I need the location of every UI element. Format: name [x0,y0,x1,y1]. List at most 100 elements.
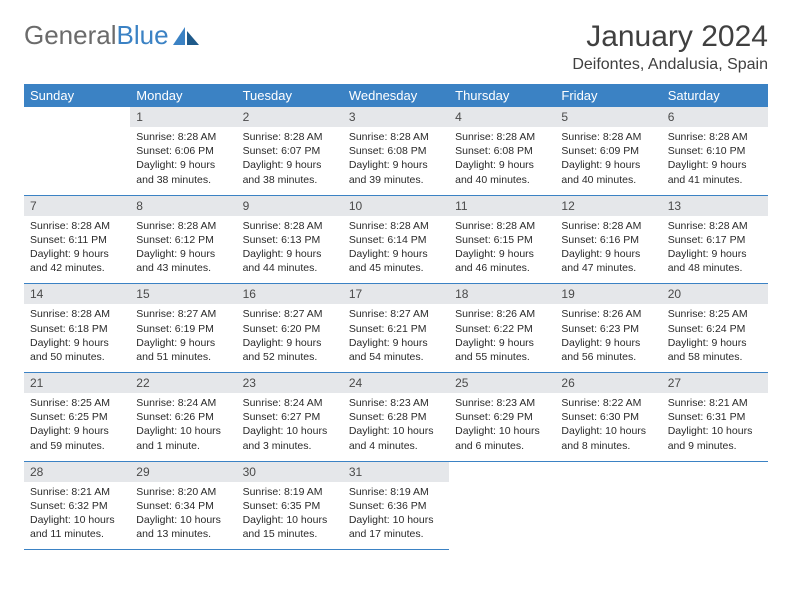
day-details: Sunrise: 8:25 AMSunset: 6:24 PMDaylight:… [662,304,768,372]
calendar-cell: 12Sunrise: 8:28 AMSunset: 6:16 PMDayligh… [555,195,661,284]
day-details: Sunrise: 8:28 AMSunset: 6:08 PMDaylight:… [449,127,555,195]
day-number: 30 [237,462,343,482]
weekday-header: Monday [130,84,236,107]
day-details: Sunrise: 8:23 AMSunset: 6:29 PMDaylight:… [449,393,555,461]
calendar-cell: 27Sunrise: 8:21 AMSunset: 6:31 PMDayligh… [662,373,768,462]
calendar-cell: 18Sunrise: 8:26 AMSunset: 6:22 PMDayligh… [449,284,555,373]
header: GeneralBlue January 2024 Deifontes, Anda… [24,20,768,74]
day-details: Sunrise: 8:25 AMSunset: 6:25 PMDaylight:… [24,393,130,461]
day-details: Sunrise: 8:27 AMSunset: 6:21 PMDaylight:… [343,304,449,372]
location: Deifontes, Andalusia, Spain [572,56,768,74]
calendar-cell: 7Sunrise: 8:28 AMSunset: 6:11 PMDaylight… [24,195,130,284]
day-number: 28 [24,462,130,482]
day-details: Sunrise: 8:28 AMSunset: 6:09 PMDaylight:… [555,127,661,195]
day-details: Sunrise: 8:28 AMSunset: 6:18 PMDaylight:… [24,304,130,372]
weekday-header: Thursday [449,84,555,107]
day-details: Sunrise: 8:28 AMSunset: 6:12 PMDaylight:… [130,216,236,284]
day-number: 18 [449,284,555,304]
calendar-head: SundayMondayTuesdayWednesdayThursdayFrid… [24,84,768,107]
calendar-row: 21Sunrise: 8:25 AMSunset: 6:25 PMDayligh… [24,373,768,462]
calendar-cell: 21Sunrise: 8:25 AMSunset: 6:25 PMDayligh… [24,373,130,462]
calendar-cell: 3Sunrise: 8:28 AMSunset: 6:08 PMDaylight… [343,107,449,195]
day-details: Sunrise: 8:27 AMSunset: 6:20 PMDaylight:… [237,304,343,372]
calendar-cell: 29Sunrise: 8:20 AMSunset: 6:34 PMDayligh… [130,461,236,550]
calendar-cell: 16Sunrise: 8:27 AMSunset: 6:20 PMDayligh… [237,284,343,373]
calendar-body: . 1Sunrise: 8:28 AMSunset: 6:06 PMDayligh… [24,107,768,550]
weekday-header: Sunday [24,84,130,107]
day-number: 31 [343,462,449,482]
calendar-cell: 4Sunrise: 8:28 AMSunset: 6:08 PMDaylight… [449,107,555,195]
day-number: 17 [343,284,449,304]
day-details: Sunrise: 8:28 AMSunset: 6:10 PMDaylight:… [662,127,768,195]
calendar-cell: 1Sunrise: 8:28 AMSunset: 6:06 PMDaylight… [130,107,236,195]
logo-part1: General [24,20,117,50]
day-number: 7 [24,196,130,216]
day-number: 4 [449,107,555,127]
day-number: 26 [555,373,661,393]
calendar-table: SundayMondayTuesdayWednesdayThursdayFrid… [24,84,768,550]
day-number: 29 [130,462,236,482]
day-number: 9 [237,196,343,216]
day-number: 12 [555,196,661,216]
day-number: 22 [130,373,236,393]
calendar-cell: 14Sunrise: 8:28 AMSunset: 6:18 PMDayligh… [24,284,130,373]
calendar-row: .1Sunrise: 8:28 AMSunset: 6:06 PMDayligh… [24,107,768,195]
calendar-cell: 17Sunrise: 8:27 AMSunset: 6:21 PMDayligh… [343,284,449,373]
day-number: 10 [343,196,449,216]
day-details: Sunrise: 8:19 AMSunset: 6:35 PMDaylight:… [237,482,343,550]
day-number: 1 [130,107,236,127]
calendar-cell: 15Sunrise: 8:27 AMSunset: 6:19 PMDayligh… [130,284,236,373]
calendar-cell: 5Sunrise: 8:28 AMSunset: 6:09 PMDaylight… [555,107,661,195]
calendar-cell: 11Sunrise: 8:28 AMSunset: 6:15 PMDayligh… [449,195,555,284]
day-details: Sunrise: 8:22 AMSunset: 6:30 PMDaylight:… [555,393,661,461]
day-details: Sunrise: 8:28 AMSunset: 6:15 PMDaylight:… [449,216,555,284]
calendar-cell: 31Sunrise: 8:19 AMSunset: 6:36 PMDayligh… [343,461,449,550]
calendar-cell: 24Sunrise: 8:23 AMSunset: 6:28 PMDayligh… [343,373,449,462]
logo: GeneralBlue [24,20,199,51]
day-details: Sunrise: 8:28 AMSunset: 6:16 PMDaylight:… [555,216,661,284]
day-number: 25 [449,373,555,393]
day-number: 6 [662,107,768,127]
calendar-cell: 2Sunrise: 8:28 AMSunset: 6:07 PMDaylight… [237,107,343,195]
day-number: 11 [449,196,555,216]
weekday-header: Wednesday [343,84,449,107]
day-number: 15 [130,284,236,304]
logo-text: GeneralBlue [24,20,169,51]
calendar-cell: 8Sunrise: 8:28 AMSunset: 6:12 PMDaylight… [130,195,236,284]
calendar-cell: 13Sunrise: 8:28 AMSunset: 6:17 PMDayligh… [662,195,768,284]
day-details: Sunrise: 8:27 AMSunset: 6:19 PMDaylight:… [130,304,236,372]
day-number: 16 [237,284,343,304]
calendar-cell: . [555,461,661,550]
day-details: Sunrise: 8:28 AMSunset: 6:06 PMDaylight:… [130,127,236,195]
month-title: January 2024 [572,20,768,54]
day-details: Sunrise: 8:21 AMSunset: 6:31 PMDaylight:… [662,393,768,461]
day-details: Sunrise: 8:26 AMSunset: 6:23 PMDaylight:… [555,304,661,372]
day-number: 27 [662,373,768,393]
day-details: Sunrise: 8:20 AMSunset: 6:34 PMDaylight:… [130,482,236,550]
calendar-cell: . [449,461,555,550]
calendar-cell: 10Sunrise: 8:28 AMSunset: 6:14 PMDayligh… [343,195,449,284]
calendar-row: 28Sunrise: 8:21 AMSunset: 6:32 PMDayligh… [24,461,768,550]
calendar-cell: . [662,461,768,550]
day-details: Sunrise: 8:28 AMSunset: 6:14 PMDaylight:… [343,216,449,284]
day-details: Sunrise: 8:21 AMSunset: 6:32 PMDaylight:… [24,482,130,550]
day-details: Sunrise: 8:19 AMSunset: 6:36 PMDaylight:… [343,482,449,550]
day-number: 24 [343,373,449,393]
weekday-header: Saturday [662,84,768,107]
day-number: 8 [130,196,236,216]
calendar-row: 7Sunrise: 8:28 AMSunset: 6:11 PMDaylight… [24,195,768,284]
day-details: Sunrise: 8:28 AMSunset: 6:11 PMDaylight:… [24,216,130,284]
day-details: Sunrise: 8:28 AMSunset: 6:08 PMDaylight:… [343,127,449,195]
logo-sail-icon [173,27,199,45]
weekday-header: Friday [555,84,661,107]
day-details: Sunrise: 8:26 AMSunset: 6:22 PMDaylight:… [449,304,555,372]
calendar-row: 14Sunrise: 8:28 AMSunset: 6:18 PMDayligh… [24,284,768,373]
day-details: Sunrise: 8:28 AMSunset: 6:07 PMDaylight:… [237,127,343,195]
day-details: Sunrise: 8:23 AMSunset: 6:28 PMDaylight:… [343,393,449,461]
calendar-cell: 25Sunrise: 8:23 AMSunset: 6:29 PMDayligh… [449,373,555,462]
calendar-cell: 30Sunrise: 8:19 AMSunset: 6:35 PMDayligh… [237,461,343,550]
calendar-cell: 23Sunrise: 8:24 AMSunset: 6:27 PMDayligh… [237,373,343,462]
day-number: 20 [662,284,768,304]
day-details: Sunrise: 8:24 AMSunset: 6:27 PMDaylight:… [237,393,343,461]
calendar-cell: 22Sunrise: 8:24 AMSunset: 6:26 PMDayligh… [130,373,236,462]
